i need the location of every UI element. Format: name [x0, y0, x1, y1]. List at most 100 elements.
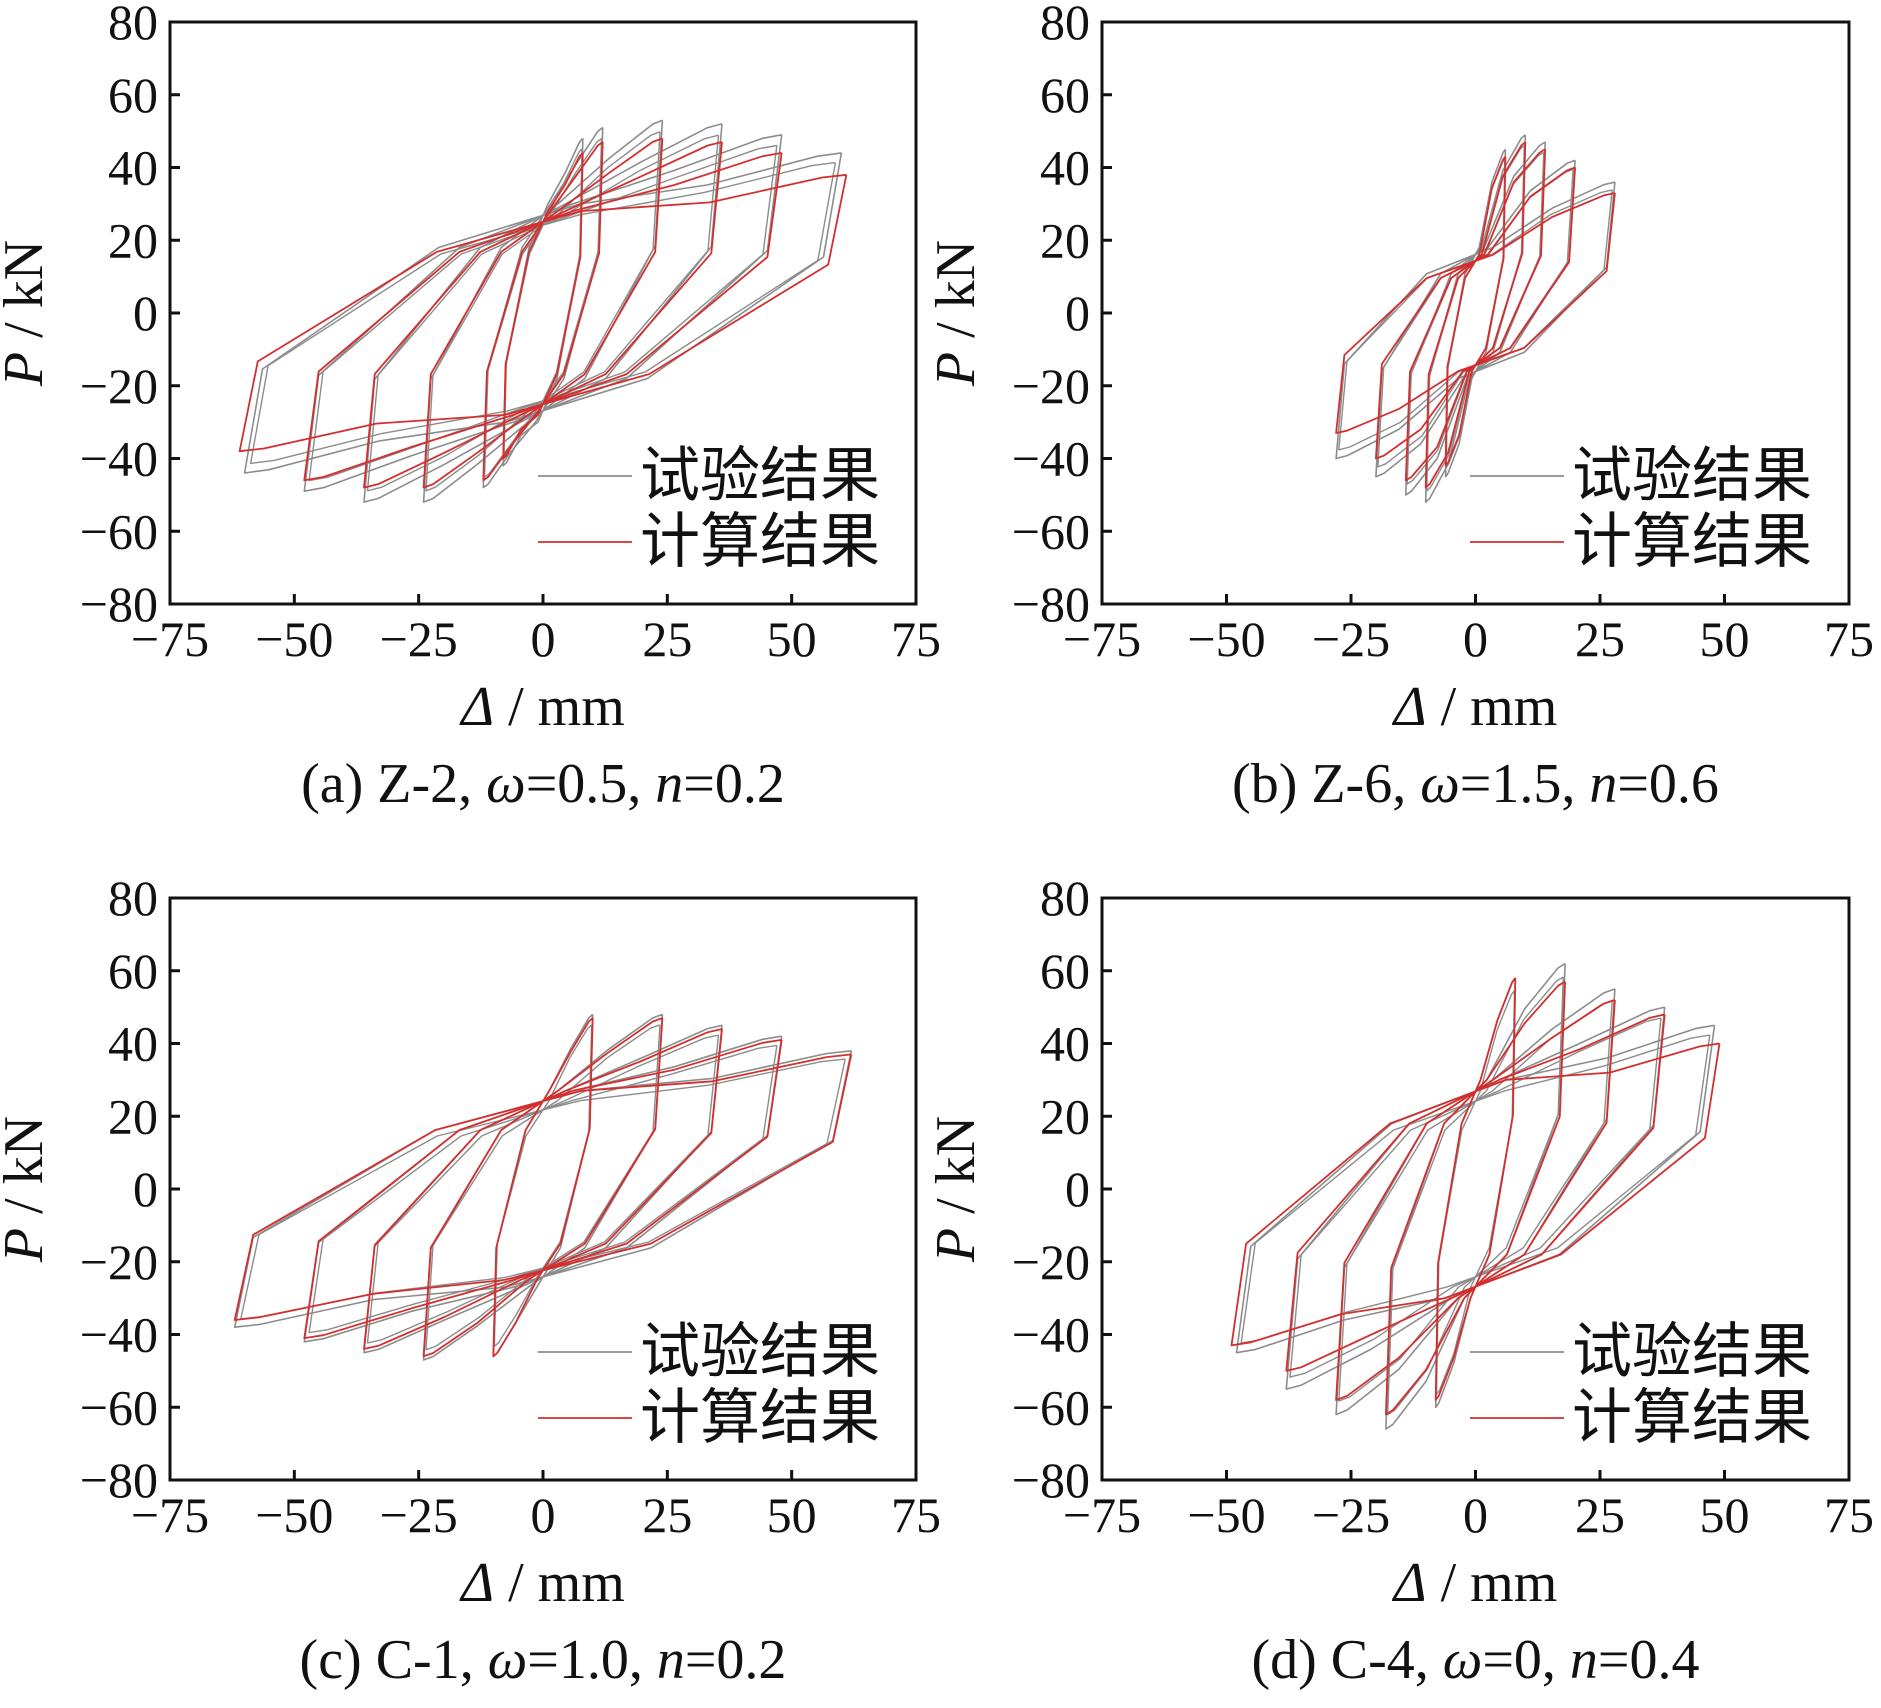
panel-caption: (b) Z-6, ω=1.5, n=0.6 — [1232, 753, 1719, 815]
hysteresis-loop — [249, 161, 837, 465]
curves — [1335, 134, 1616, 503]
chart-panel-c: −75 −50 −25 0 25 50 75 −80 −60 −40 −20 0 20 40 60 80 试验结… — [0, 870, 941, 1691]
y-tick-label: −20 — [80, 358, 158, 414]
x-tick-label: −25 — [380, 611, 458, 667]
hysteresis-loop — [422, 1017, 664, 1358]
x-tick-label: 75 — [1824, 1487, 1874, 1543]
y-tick-label: 0 — [133, 1161, 158, 1217]
x-tick-label: −25 — [380, 1487, 458, 1543]
hysteresis-loop — [366, 1034, 720, 1344]
y-tick-label: 20 — [1040, 1088, 1090, 1144]
x-tick-label: 25 — [1575, 1487, 1625, 1543]
legend-label: 试验结果 — [1572, 1319, 1812, 1385]
hysteresis-loop — [1289, 1017, 1662, 1378]
y-tick-label: −20 — [1012, 1234, 1090, 1290]
x-tick-label: −75 — [1063, 1487, 1141, 1543]
hysteresis-loop — [492, 1017, 594, 1358]
legend-label: 计算结果 — [640, 1385, 880, 1451]
y-tick-label: 60 — [1040, 67, 1090, 123]
hysteresis-loop — [1335, 999, 1616, 1401]
x-tick-label: 0 — [531, 611, 556, 667]
hysteresis-loop — [363, 141, 723, 489]
legend-label: 计算结果 — [640, 509, 880, 575]
series-calc — [1230, 977, 1721, 1416]
hysteresis-loop — [483, 138, 603, 478]
x-tick-label: −50 — [1187, 1487, 1265, 1543]
legend-label: 计算结果 — [1572, 509, 1812, 575]
y-tick-label: −20 — [1012, 358, 1090, 414]
x-tick-label: 50 — [1700, 611, 1750, 667]
hysteresis-loop — [366, 134, 720, 492]
series-test — [233, 1013, 853, 1361]
hysteresis-loop — [1285, 1013, 1666, 1372]
hysteresis-loop — [502, 137, 584, 467]
y-tick-label: 20 — [1040, 212, 1090, 268]
hysteresis-loop — [308, 144, 778, 482]
hysteresis-loop — [303, 134, 783, 492]
y-tick-label: −40 — [1012, 1307, 1090, 1363]
x-tick-label: −75 — [131, 611, 209, 667]
x-tick-label: −50 — [1187, 611, 1265, 667]
hysteresis-loop — [1434, 977, 1517, 1401]
y-tick-label: 40 — [1040, 1016, 1090, 1072]
hysteresis-loop — [1424, 141, 1527, 489]
y-tick-label: 0 — [1065, 285, 1090, 341]
hysteresis-loop — [422, 1013, 664, 1361]
x-tick-label: 75 — [891, 1487, 941, 1543]
chart-panel-a: −75 −50 −25 0 25 50 75 −80 −60 −40 −20 0 20 40 60 80 试验结… — [0, 0, 941, 815]
hysteresis-loop — [233, 1053, 853, 1321]
x-tick-label: −25 — [1312, 1487, 1390, 1543]
y-tick-label: 40 — [108, 1016, 158, 1072]
hysteresis-loop — [1335, 192, 1616, 434]
y-tick-label: 60 — [108, 943, 158, 999]
y-tick-label: 80 — [1040, 870, 1090, 926]
y-tick-label: −80 — [80, 1452, 158, 1508]
chart-panel-b: −75 −50 −25 0 25 50 75 −80 −60 −40 −20 0 20 40 60 80 试验结… — [925, 0, 1874, 815]
y-tick-label: −20 — [80, 1234, 158, 1290]
hysteresis-loop — [233, 1050, 853, 1328]
y-tick-label: 20 — [108, 212, 158, 268]
chart-panel-d: −75 −50 −25 0 25 50 75 −80 −60 −40 −20 0 20 40 60 80 试验结… — [925, 870, 1874, 1691]
hysteresis-loop — [1445, 158, 1506, 468]
hysteresis-loop — [493, 1024, 593, 1347]
hysteresis-loop — [1230, 1042, 1721, 1347]
legend-label: 试验结果 — [1572, 443, 1812, 509]
x-tick-label: 75 — [1824, 611, 1874, 667]
series-calc — [238, 137, 848, 489]
y-tick-label: −60 — [80, 503, 158, 559]
y-tick-label: −80 — [1012, 576, 1090, 632]
hysteresis-loop — [1444, 156, 1507, 467]
x-tick-label: 0 — [1463, 611, 1488, 667]
legend-label: 计算结果 — [1572, 1385, 1812, 1451]
hysteresis-loop — [1335, 181, 1616, 460]
y-tick-label: 80 — [108, 0, 158, 50]
x-axis-label: Δ / mm — [459, 676, 625, 738]
x-tick-label: −50 — [255, 1487, 333, 1543]
hysteresis-loop — [1375, 159, 1576, 478]
panel-caption: (d) C-4, ω=0, n=0.4 — [1251, 1629, 1699, 1691]
y-axis-label: P / kN — [0, 1116, 55, 1263]
y-tick-label: −40 — [80, 1307, 158, 1363]
hysteresis-loop — [422, 119, 664, 503]
y-tick-label: 40 — [108, 140, 158, 196]
hysteresis-loop — [1444, 148, 1507, 478]
y-tick-label: 60 — [108, 67, 158, 123]
hysteresis-loop — [238, 173, 848, 453]
panel-caption: (c) C-1, ω=1.0, n=0.2 — [300, 1629, 787, 1691]
x-tick-label: −75 — [1063, 611, 1141, 667]
series-calc — [1335, 141, 1616, 489]
hysteresis-loop — [303, 152, 783, 482]
x-tick-label: 25 — [642, 1487, 692, 1543]
y-tick-label: 0 — [1065, 1161, 1090, 1217]
y-tick-label: −60 — [80, 1379, 158, 1435]
x-tick-label: 50 — [767, 1487, 817, 1543]
hysteresis-loop — [422, 137, 664, 489]
hysteresis-loop — [425, 131, 661, 492]
x-tick-label: −25 — [1312, 611, 1390, 667]
x-tick-label: 75 — [891, 611, 941, 667]
x-tick-label: −75 — [131, 1487, 209, 1543]
